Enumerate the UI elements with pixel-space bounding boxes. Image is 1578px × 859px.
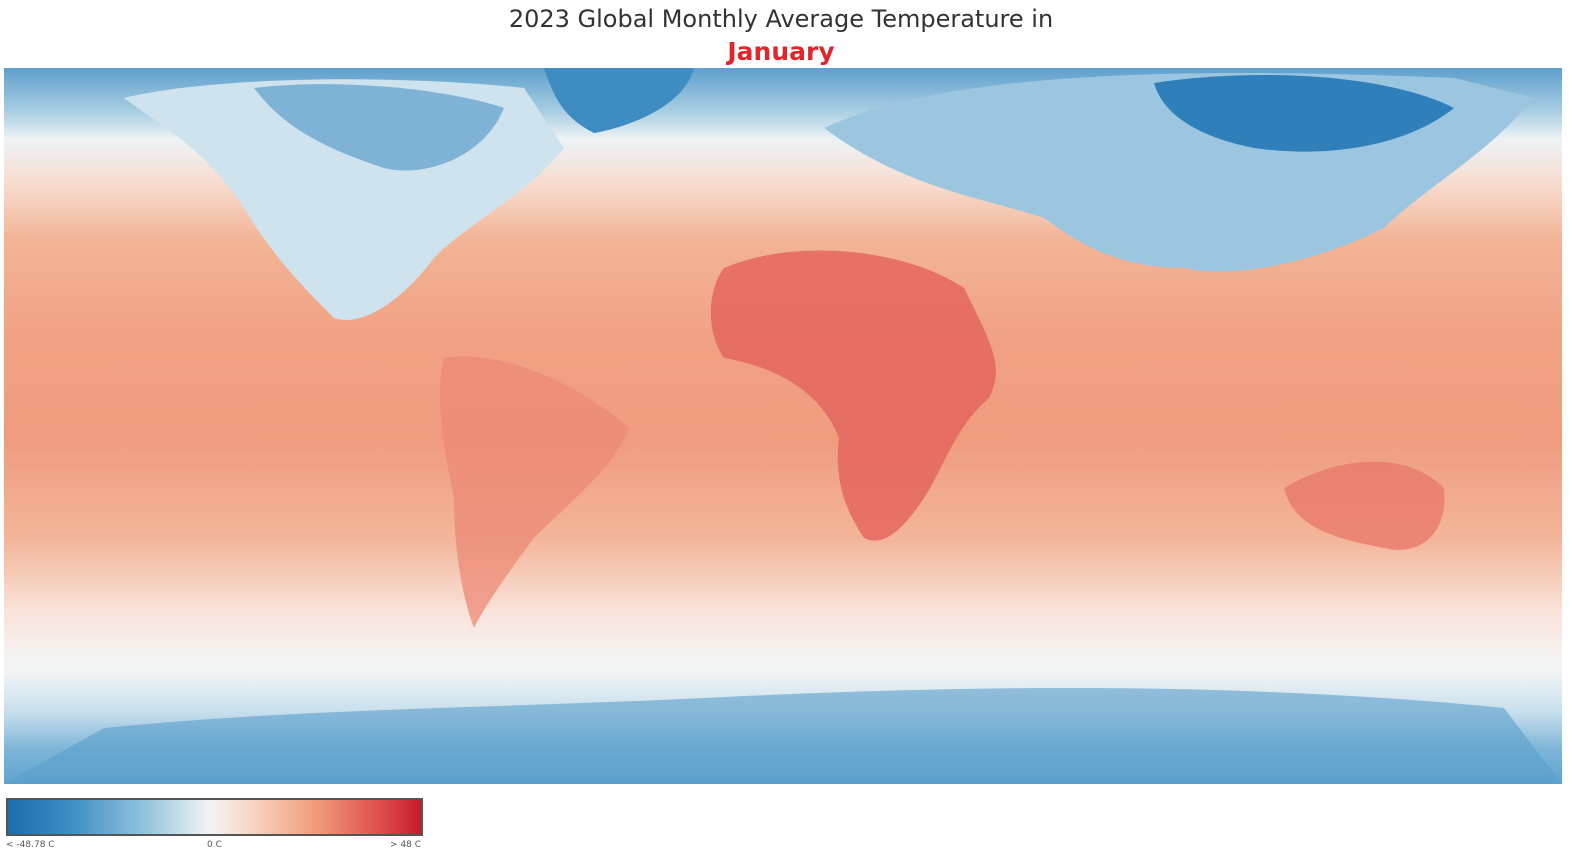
month-label: January	[727, 37, 835, 66]
legend-mid-label: 0 C	[207, 840, 222, 850]
eurasia	[824, 73, 1534, 272]
map-title: 2023 Global Monthly Average Temperature …	[508, 5, 1054, 33]
temperature-map[interactable]	[4, 68, 1562, 784]
legend-max-label: > 48 C	[390, 840, 421, 850]
antarctica	[4, 688, 1562, 784]
legend-min-label: < -48.78 C	[6, 840, 55, 850]
africa	[710, 250, 996, 541]
south-america	[439, 356, 629, 628]
colorbar-legend	[6, 798, 423, 836]
north-america	[124, 68, 694, 320]
australia	[1284, 461, 1445, 550]
